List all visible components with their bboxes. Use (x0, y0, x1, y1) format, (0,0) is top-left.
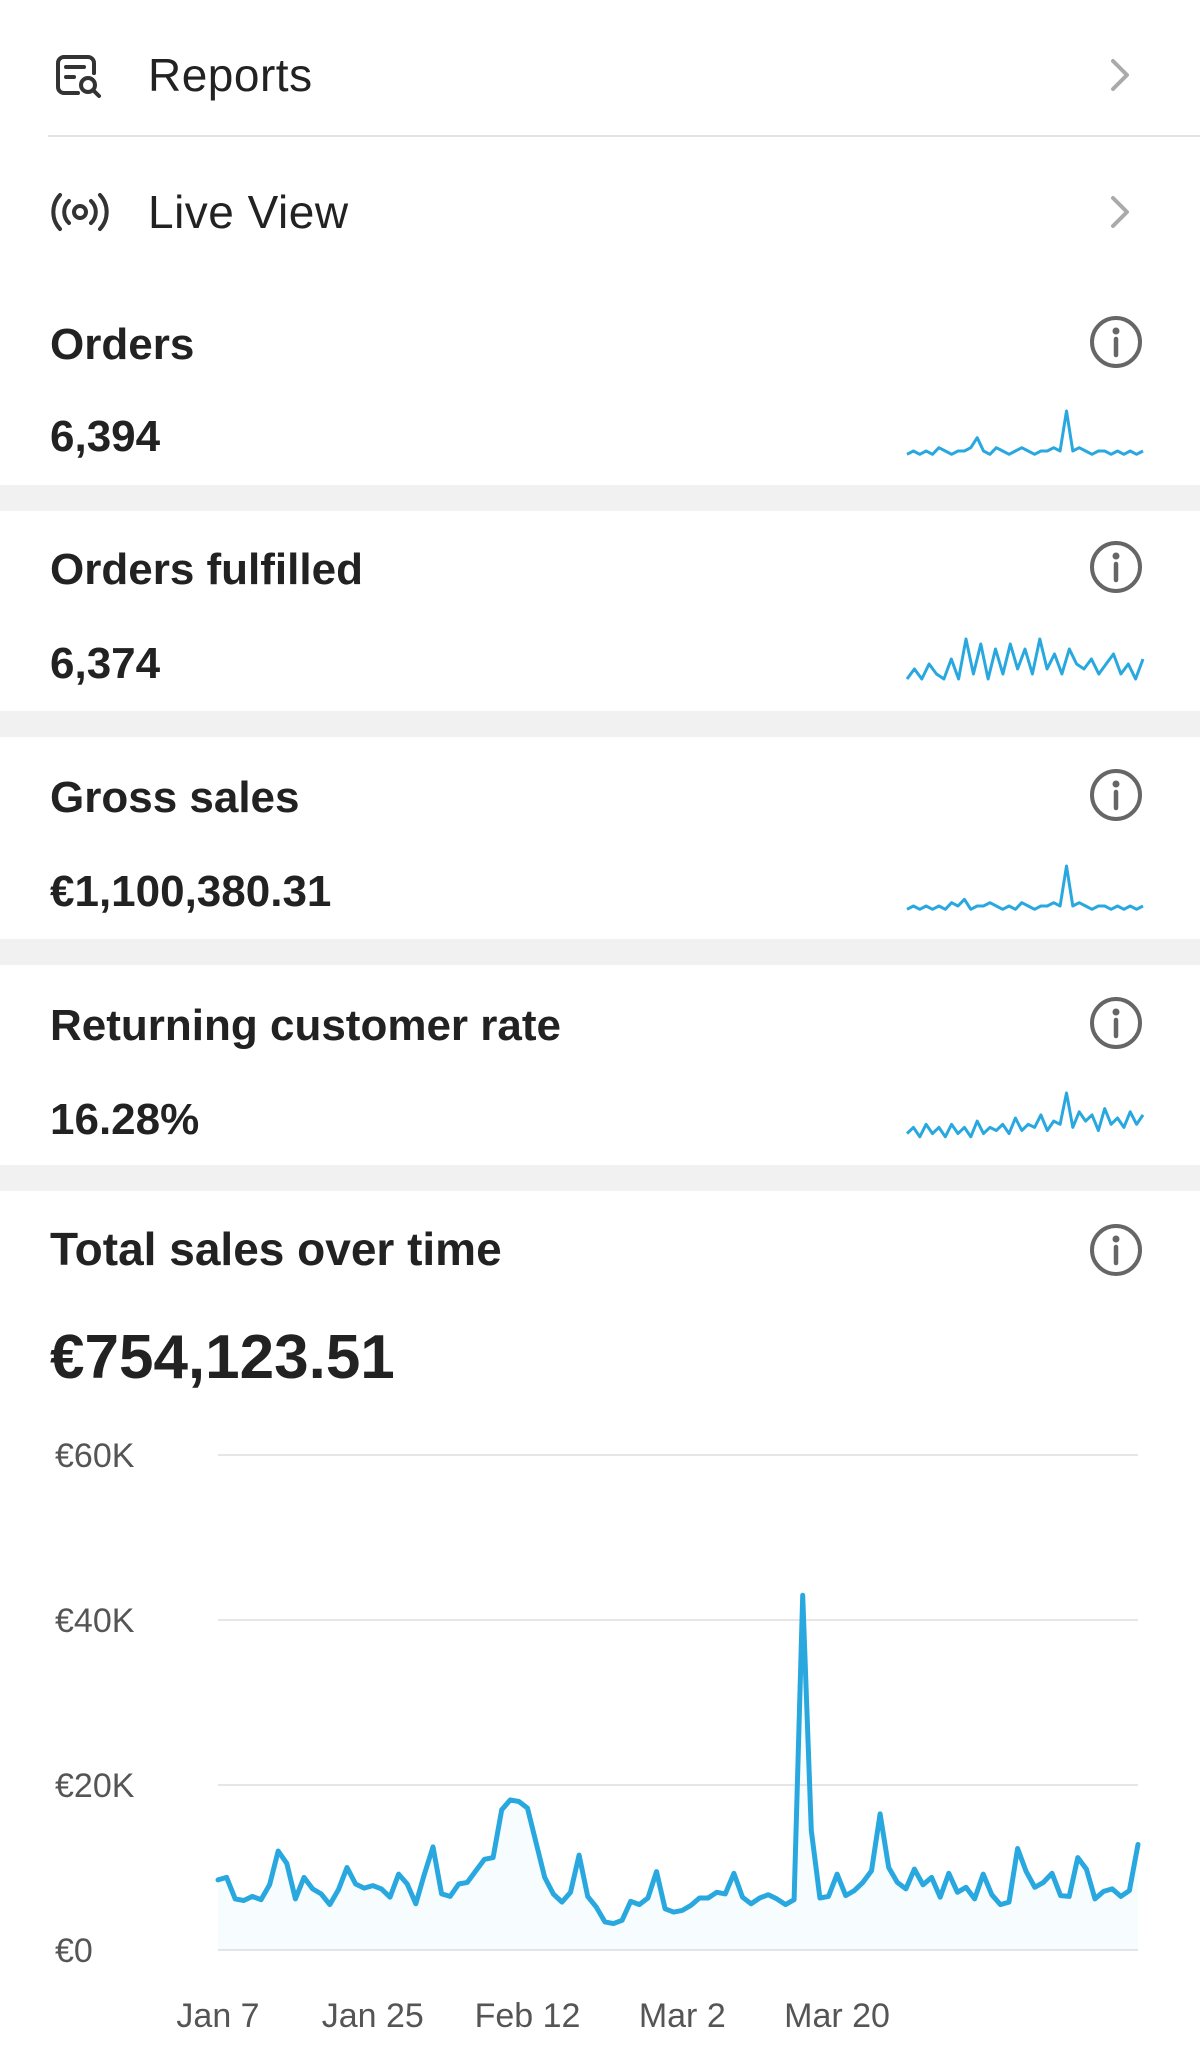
sales-series-line (215, 1592, 1141, 1927)
metric-value: 6,394 (50, 412, 161, 461)
metric-title: Returning customer rate (50, 1001, 561, 1050)
orders-fulfilled-sparkline (905, 637, 1145, 681)
sales-card-title: Total sales over time (50, 1223, 502, 1275)
metric-value: 16.28% (50, 1095, 200, 1144)
info-icon[interactable] (1088, 767, 1144, 823)
x-tick-label: Feb 12 (475, 1997, 581, 2035)
card-separator (0, 485, 1200, 511)
gross-sales-sparkline (906, 864, 1144, 911)
sales-line-chart: €0 €20K €40K €60K Jan 7 Jan 25 Feb 12 Mar 2 Mar … (55, 1437, 1141, 2035)
metric-title: Gross sales (50, 773, 300, 822)
info-icon[interactable] (1088, 539, 1144, 595)
metric-title: Orders (50, 320, 195, 369)
metric-value: €1,100,380.31 (50, 867, 332, 916)
orders-sparkline (906, 409, 1144, 456)
y-tick-label: €60K (55, 1437, 135, 1475)
chevron-right-icon (1100, 192, 1140, 232)
metric-card-orders-fulfilled[interactable]: Orders fulfilled 6,374 (0, 511, 1200, 711)
y-tick-label: €40K (55, 1602, 135, 1640)
info-icon[interactable] (1088, 995, 1144, 1051)
y-tick-label: €0 (55, 1932, 93, 1970)
metric-title: Orders fulfilled (50, 545, 363, 594)
live-view-icon (50, 182, 110, 242)
x-tick-label: Jan 7 (176, 1997, 259, 2035)
reports-icon (50, 45, 110, 105)
nav-item-reports[interactable]: Reports (0, 0, 1200, 150)
metric-value: 6,374 (50, 639, 161, 688)
info-icon[interactable] (1088, 314, 1144, 370)
sales-card-value: €754,123.51 (50, 1323, 395, 1392)
card-separator (0, 711, 1200, 737)
x-tick-label: Jan 25 (322, 1997, 424, 2035)
sales-area-fill (218, 1595, 1138, 1950)
y-tick-label: €20K (55, 1767, 135, 1805)
nav-item-live-view[interactable]: Live View (0, 137, 1200, 287)
returning-customer-rate-sparkline (905, 1091, 1145, 1139)
metric-card-gross-sales[interactable]: Gross sales €1,100,380.31 (0, 737, 1200, 939)
x-tick-label: Mar 20 (784, 1997, 890, 2035)
metric-card-returning-customer-rate[interactable]: Returning customer rate 16.28% (0, 965, 1200, 1165)
metric-card-orders[interactable]: Orders 6,394 (0, 290, 1200, 485)
chevron-right-icon (1100, 55, 1140, 95)
x-tick-label: Mar 2 (639, 1997, 726, 2035)
card-separator (0, 939, 1200, 965)
nav-item-label: Reports (148, 49, 313, 101)
card-separator (0, 1165, 1200, 1191)
nav-item-label: Live View (148, 186, 349, 238)
divider (48, 135, 1200, 137)
info-icon[interactable] (1088, 1222, 1144, 1278)
